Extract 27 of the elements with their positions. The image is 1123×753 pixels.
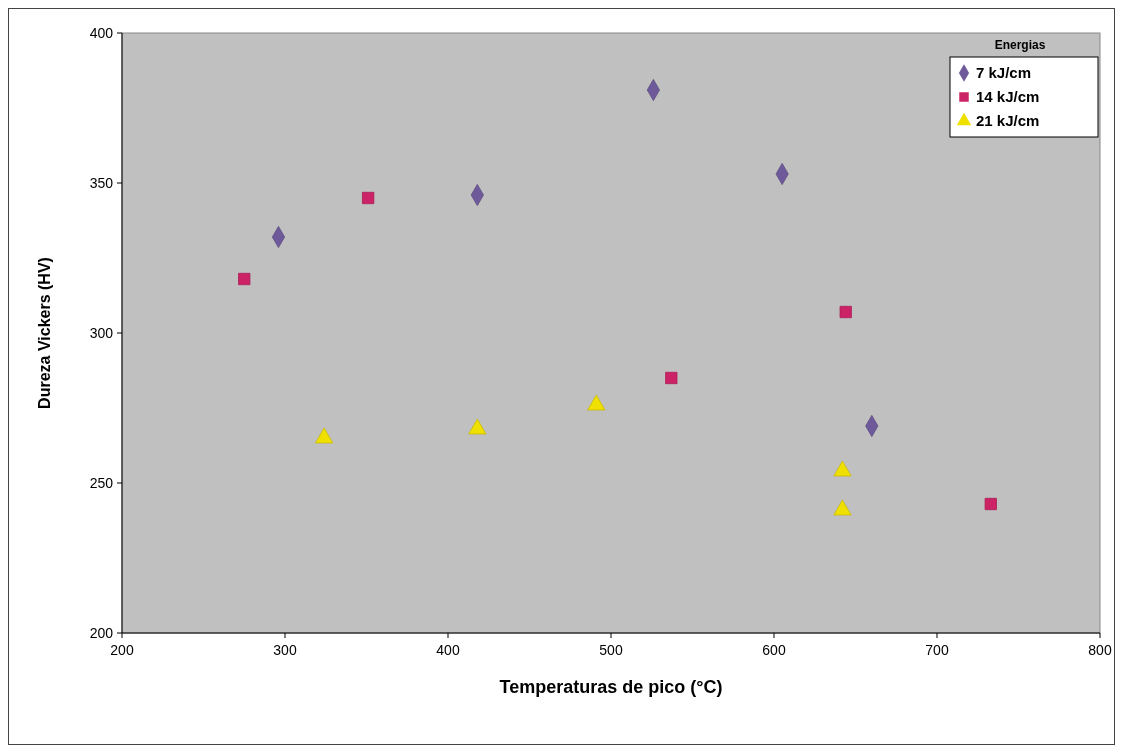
legend-label: 7 kJ/cm (976, 64, 1032, 81)
y-axis-title: Dureza Vickers (HV) (36, 257, 53, 409)
point (362, 191, 375, 205)
legend-title: Energias (994, 38, 1046, 52)
point (833, 499, 852, 516)
y-tick-label: 200 (89, 625, 114, 641)
y-tick-label: 400 (89, 25, 114, 41)
x-tick-label: 800 (1088, 642, 1112, 658)
x-tick-label: 400 (436, 642, 460, 658)
point (468, 418, 487, 435)
x-tick-label: 300 (273, 642, 297, 658)
point (665, 371, 678, 385)
x-tick-label: 700 (925, 642, 949, 658)
point (839, 305, 852, 319)
x-tick-label: 200 (110, 642, 134, 658)
point (315, 427, 334, 444)
point (833, 460, 852, 477)
legend-label: 21 kJ/cm (976, 112, 1040, 129)
y-tick-label: 250 (89, 475, 114, 491)
legend-label: 14 kJ/cm (976, 88, 1040, 105)
point (238, 272, 251, 286)
x-tick-label: 600 (762, 642, 786, 658)
point (587, 394, 606, 411)
y-tick-label: 350 (89, 175, 114, 191)
y-tick-label: 300 (89, 325, 114, 341)
x-tick-label: 500 (599, 642, 623, 658)
x-axis-title: Temperaturas de pico (°C) (499, 677, 723, 697)
